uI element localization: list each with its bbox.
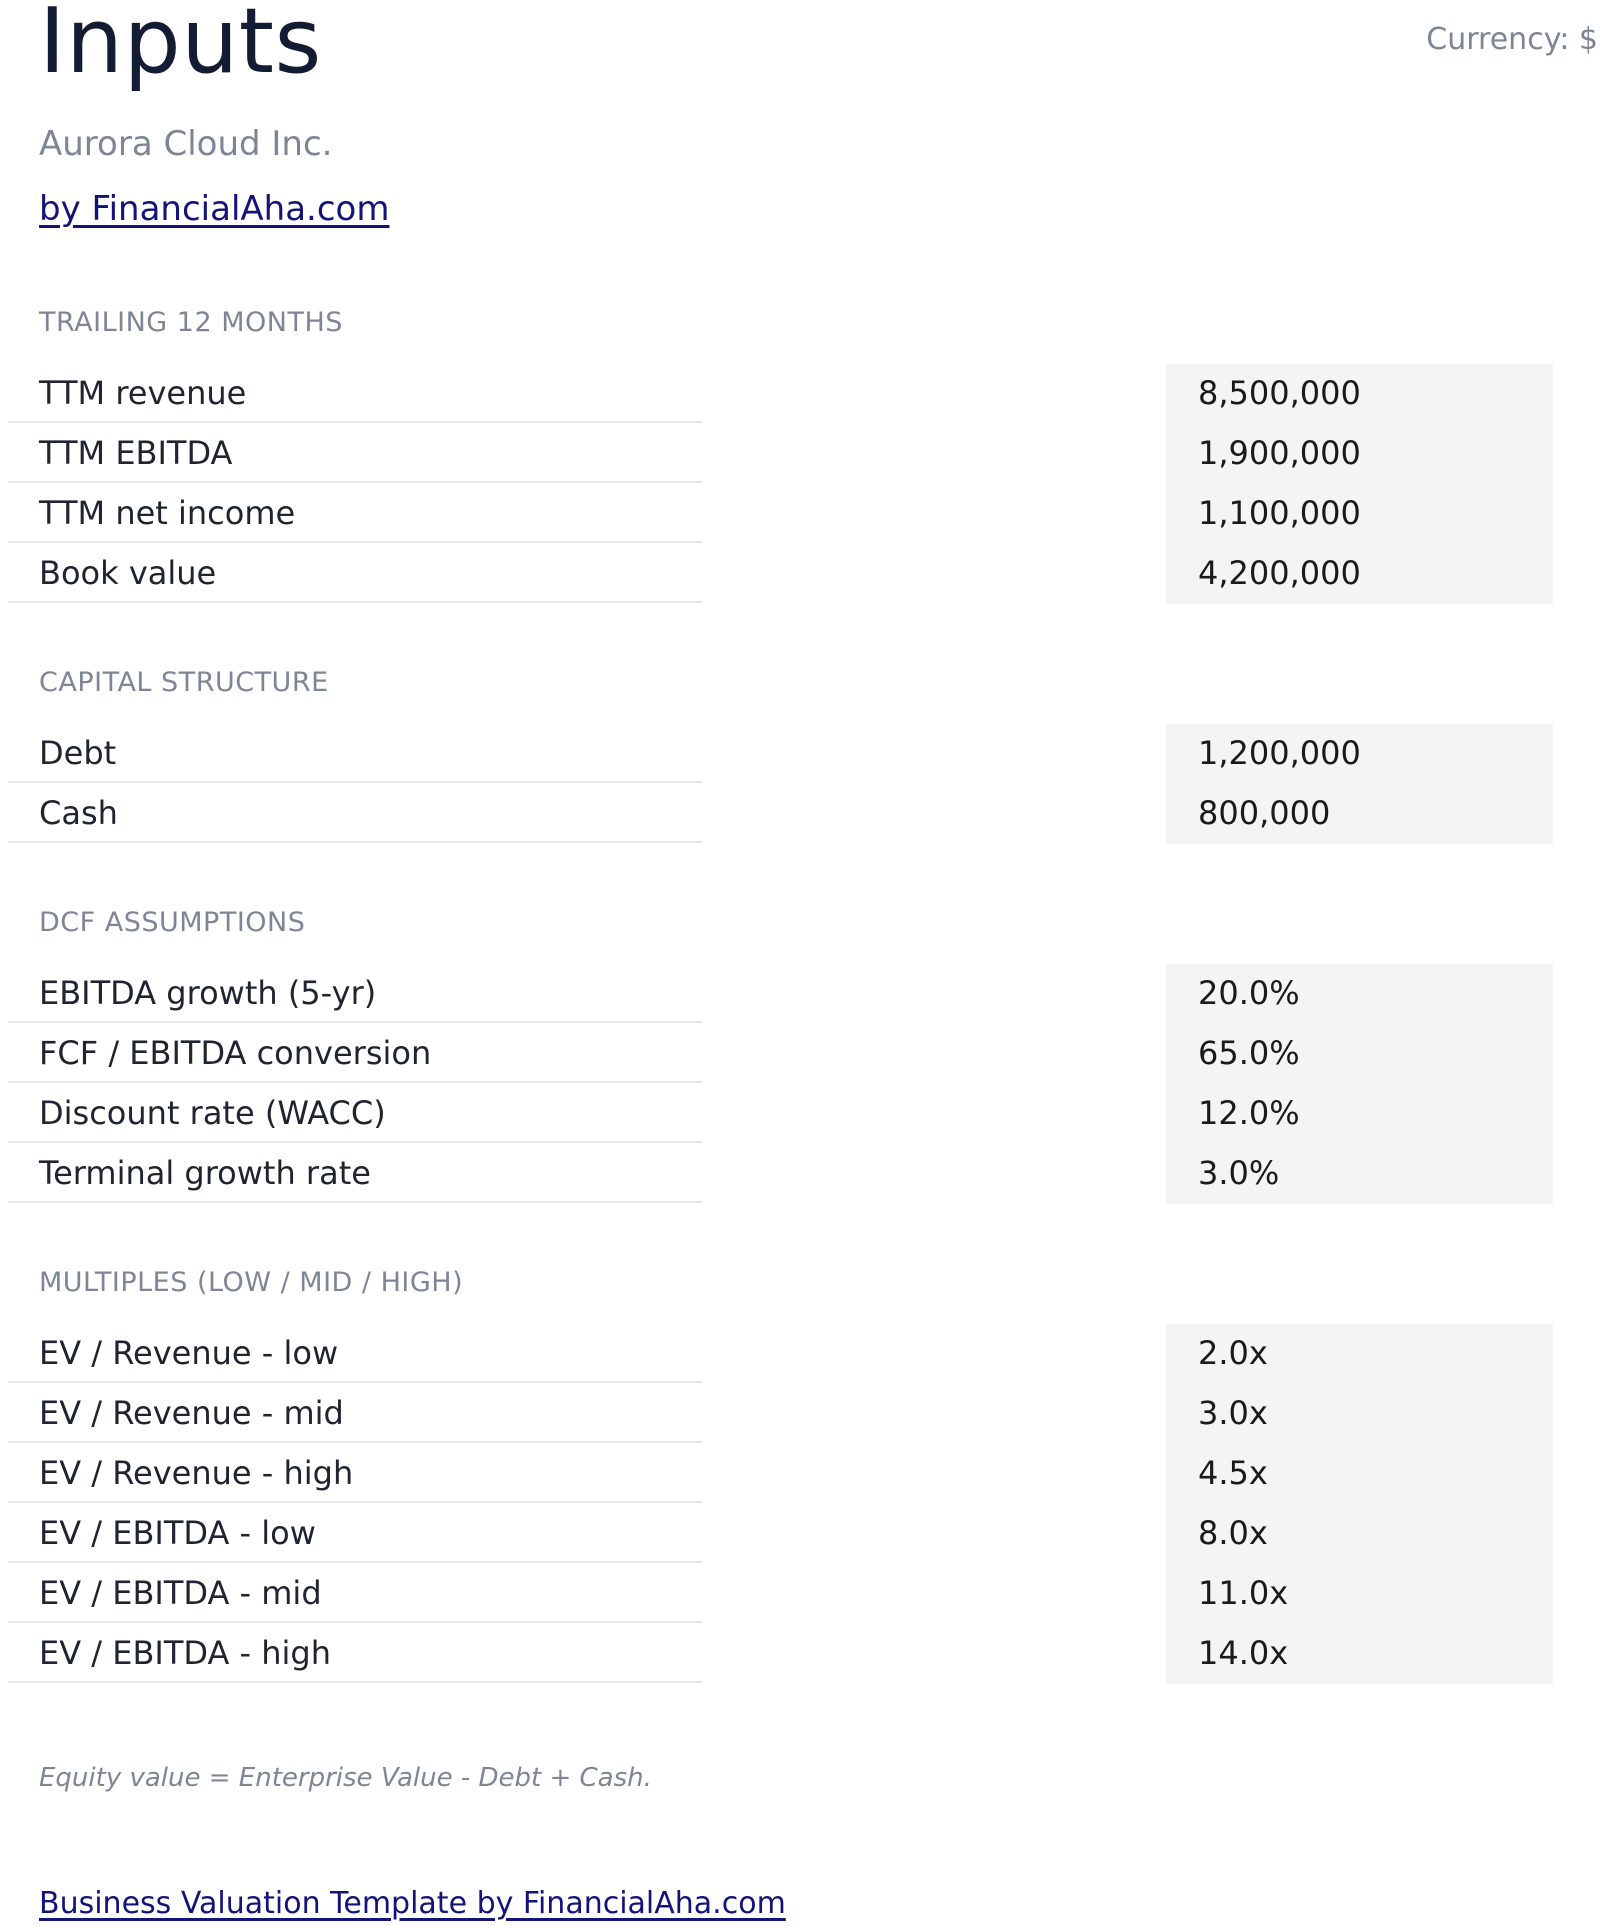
row-label: FCF / EBITDA conversion — [8, 1024, 702, 1083]
row-label: EV / Revenue - high — [8, 1444, 702, 1503]
input-row-ev-revenue-high: EV / Revenue - high 4.5x — [0, 1444, 1600, 1504]
input-value-field[interactable]: 1,100,000 — [1166, 484, 1553, 544]
row-label: Debt — [8, 724, 702, 783]
section-heading-multiples: MULTIPLES (LOW / MID / HIGH) — [39, 1267, 464, 1298]
input-value-field[interactable]: 8.0x — [1166, 1504, 1553, 1564]
input-row-debt: Debt 1,200,000 — [0, 724, 1600, 784]
input-value-field[interactable]: 65.0% — [1166, 1024, 1553, 1084]
page-title: Inputs — [39, 0, 322, 94]
row-label: Cash — [8, 784, 702, 843]
row-label: TTM net income — [8, 484, 702, 543]
section-heading-trailing: TRAILING 12 MONTHS — [39, 307, 343, 338]
row-label: TTM revenue — [8, 364, 702, 423]
equity-value-note: Equity value = Enterprise Value - Debt +… — [39, 1763, 652, 1793]
input-row-book-value: Book value 4,200,000 — [0, 544, 1600, 604]
input-value-field[interactable]: 4,200,000 — [1166, 544, 1553, 604]
row-label: EV / Revenue - low — [8, 1324, 702, 1383]
input-row-ev-revenue-mid: EV / Revenue - mid 3.0x — [0, 1384, 1600, 1444]
input-value-field[interactable]: 11.0x — [1166, 1564, 1553, 1624]
input-row-cash: Cash 800,000 — [0, 784, 1600, 844]
input-value-field[interactable]: 12.0% — [1166, 1084, 1553, 1144]
input-value-field[interactable]: 3.0% — [1166, 1144, 1553, 1204]
input-value-field[interactable]: 3.0x — [1166, 1384, 1553, 1444]
input-row-terminal-growth: Terminal growth rate 3.0% — [0, 1144, 1600, 1204]
row-label: EV / EBITDA - high — [8, 1624, 702, 1683]
footer-link[interactable]: Business Valuation Template by Financial… — [39, 1886, 786, 1921]
input-row-ev-revenue-low: EV / Revenue - low 2.0x — [0, 1324, 1600, 1384]
input-value-field[interactable]: 1,900,000 — [1166, 424, 1553, 484]
input-value-field[interactable]: 14.0x — [1166, 1624, 1553, 1684]
section-heading-capital: CAPITAL STRUCTURE — [39, 667, 329, 698]
input-row-ttm-revenue: TTM revenue 8,500,000 — [0, 364, 1600, 424]
row-label: TTM EBITDA — [8, 424, 702, 483]
input-row-ttm-net-income: TTM net income 1,100,000 — [0, 484, 1600, 544]
row-label: Book value — [8, 544, 702, 603]
row-label: Terminal growth rate — [8, 1144, 702, 1203]
input-row-fcf-conversion: FCF / EBITDA conversion 65.0% — [0, 1024, 1600, 1084]
input-row-ebitda-growth: EBITDA growth (5-yr) 20.0% — [0, 964, 1600, 1024]
input-value-field[interactable]: 8,500,000 — [1166, 364, 1553, 424]
input-row-discount-rate: Discount rate (WACC) 12.0% — [0, 1084, 1600, 1144]
input-row-ev-ebitda-low: EV / EBITDA - low 8.0x — [0, 1504, 1600, 1564]
input-value-field[interactable]: 20.0% — [1166, 964, 1553, 1024]
currency-label: Currency: $ — [1426, 22, 1598, 57]
row-label: Discount rate (WACC) — [8, 1084, 702, 1143]
input-row-ev-ebitda-mid: EV / EBITDA - mid 11.0x — [0, 1564, 1600, 1624]
input-value-field[interactable]: 2.0x — [1166, 1324, 1553, 1384]
byline-link[interactable]: by FinancialAha.com — [39, 189, 390, 229]
row-label: EV / EBITDA - low — [8, 1504, 702, 1563]
section-heading-dcf: DCF ASSUMPTIONS — [39, 907, 306, 938]
input-value-field[interactable]: 800,000 — [1166, 784, 1553, 844]
input-value-field[interactable]: 4.5x — [1166, 1444, 1553, 1504]
company-name: Aurora Cloud Inc. — [39, 124, 333, 164]
row-label: EBITDA growth (5-yr) — [8, 964, 702, 1023]
input-value-field[interactable]: 1,200,000 — [1166, 724, 1553, 784]
row-label: EV / EBITDA - mid — [8, 1564, 702, 1623]
input-row-ev-ebitda-high: EV / EBITDA - high 14.0x — [0, 1624, 1600, 1684]
row-label: EV / Revenue - mid — [8, 1384, 702, 1443]
input-row-ttm-ebitda: TTM EBITDA 1,900,000 — [0, 424, 1600, 484]
